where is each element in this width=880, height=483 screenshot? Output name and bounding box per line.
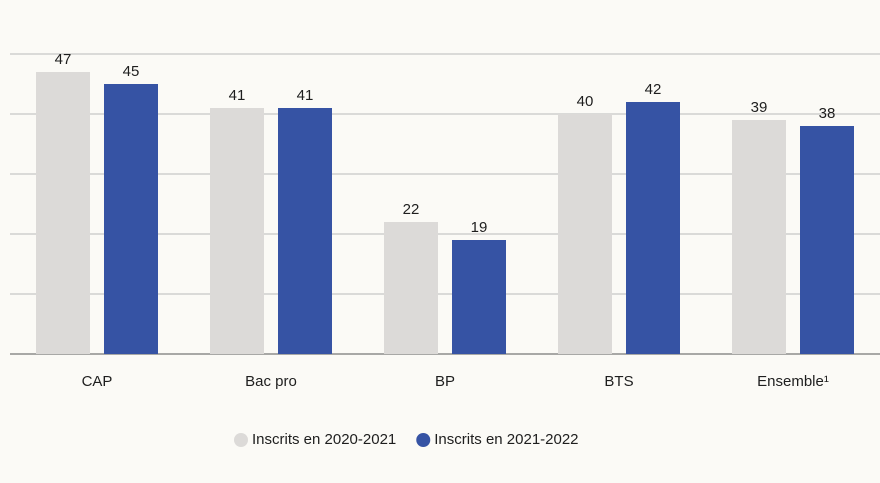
- x-tick-label: Ensemble¹: [757, 373, 829, 390]
- value-label: 47: [55, 51, 72, 68]
- value-label: 22: [403, 201, 420, 218]
- bar: [626, 102, 680, 354]
- value-label: 19: [471, 219, 488, 236]
- x-tick-label: CAP: [82, 373, 113, 390]
- legend-label: Inscrits en 2021-2022: [434, 431, 578, 448]
- x-tick-label: BP: [435, 373, 455, 390]
- x-tick-label: BTS: [604, 373, 633, 390]
- bar: [452, 240, 506, 354]
- bar: [36, 72, 90, 354]
- bar: [210, 108, 264, 354]
- x-tick-label: Bac pro: [245, 373, 297, 390]
- bar: [104, 84, 158, 354]
- value-label: 40: [577, 93, 594, 110]
- bar: [732, 120, 786, 354]
- legend-swatch: [416, 433, 431, 447]
- bar: [800, 126, 854, 354]
- legend-swatch: [234, 433, 248, 447]
- legend: Inscrits en 2020-2021 Inscrits en 2021-20…: [234, 431, 579, 448]
- value-label: 38: [819, 105, 836, 122]
- value-label: 41: [297, 87, 314, 104]
- value-label: 41: [229, 87, 246, 104]
- value-label: 45: [123, 63, 140, 80]
- value-label: 39: [751, 99, 768, 116]
- bar: [278, 108, 332, 354]
- value-label: 42: [645, 81, 662, 98]
- bar: [384, 222, 438, 354]
- legend-label: Inscrits en 2020-2021: [252, 431, 396, 448]
- bar: [558, 114, 612, 354]
